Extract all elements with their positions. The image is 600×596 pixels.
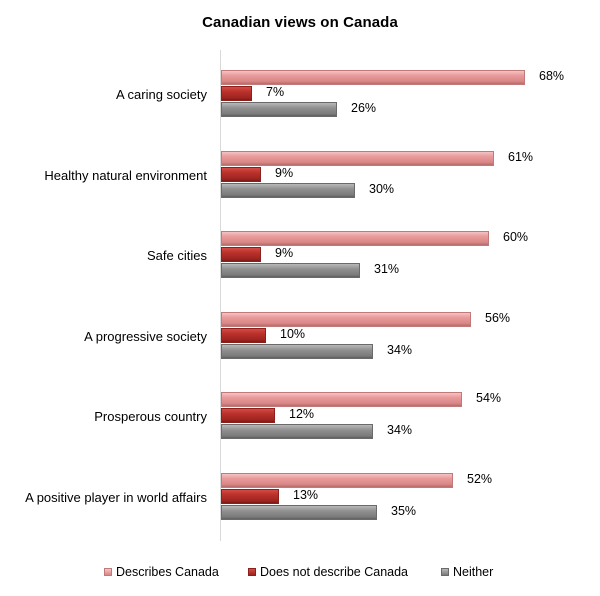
bar-does-not-describe-canada [221,86,252,101]
legend-item-describes: Describes Canada [104,565,219,579]
legend-label: Describes Canada [116,565,219,579]
category-axis-line [220,50,221,541]
data-label: 61% [508,150,534,164]
data-label: 52% [467,472,493,486]
bar-describes-canada [221,473,453,488]
bar-neither [221,102,337,117]
data-label: 12% [289,407,315,421]
bar-describes-canada [221,312,471,327]
data-label: 7% [266,85,285,99]
legend-item-neither: Neither [441,565,493,579]
data-label: 9% [275,246,294,260]
bar-does-not-describe-canada [221,167,261,182]
data-label: 35% [391,504,417,518]
category-group: A progressive society 56% 10% 34% [0,311,600,360]
bar-describes-canada [221,392,462,407]
data-label: 34% [387,343,413,357]
category-label: Prosperous country [94,409,207,424]
bar-describes-canada [221,70,525,85]
bar-neither [221,263,360,278]
bar-neither [221,505,377,520]
legend-item-does-not-describe: Does not describe Canada [248,565,408,579]
bar-neither [221,183,355,198]
legend-label: Does not describe Canada [260,565,409,579]
data-label: 13% [293,488,319,502]
legend-swatch-neither-icon [441,568,449,576]
category-label: A positive player in world affairs [25,490,207,505]
bar-describes-canada [221,231,489,246]
category-group: Safe cities 60% 9% 31% [0,230,600,279]
category-label: Safe cities [147,248,207,263]
category-group: A caring society 68% 7% 26% [0,69,600,118]
data-label: 10% [280,327,306,341]
legend-swatch-describes-icon [104,568,112,576]
data-label: 54% [476,391,502,405]
data-label: 68% [539,69,565,83]
data-label: 60% [503,230,529,244]
category-label: Healthy natural environment [44,168,207,183]
bar-neither [221,424,373,439]
legend-label: Neither [453,565,494,579]
category-group: Prosperous country 54% 12% 34% [0,391,600,440]
bar-neither [221,344,373,359]
category-label: A caring society [115,87,207,102]
data-label: 26% [351,101,377,115]
bar-does-not-describe-canada [221,489,279,504]
bar-does-not-describe-canada [221,408,275,423]
category-group: A positive player in world affairs 52% 13%… [0,472,600,521]
category-group: Healthy natural environment 61% 9% 30% [0,150,600,199]
chart-title: Canadian views on Canada [202,14,398,31]
data-label: 34% [387,423,413,437]
legend-swatch-does-not-describe-icon [248,568,256,576]
bar-does-not-describe-canada [221,328,266,343]
data-label: 56% [485,311,511,325]
bar-describes-canada [221,151,494,166]
data-label: 31% [374,262,400,276]
bar-does-not-describe-canada [221,247,261,262]
data-label: 30% [369,182,395,196]
category-label: A progressive society [84,329,207,344]
data-label: 9% [275,166,294,180]
